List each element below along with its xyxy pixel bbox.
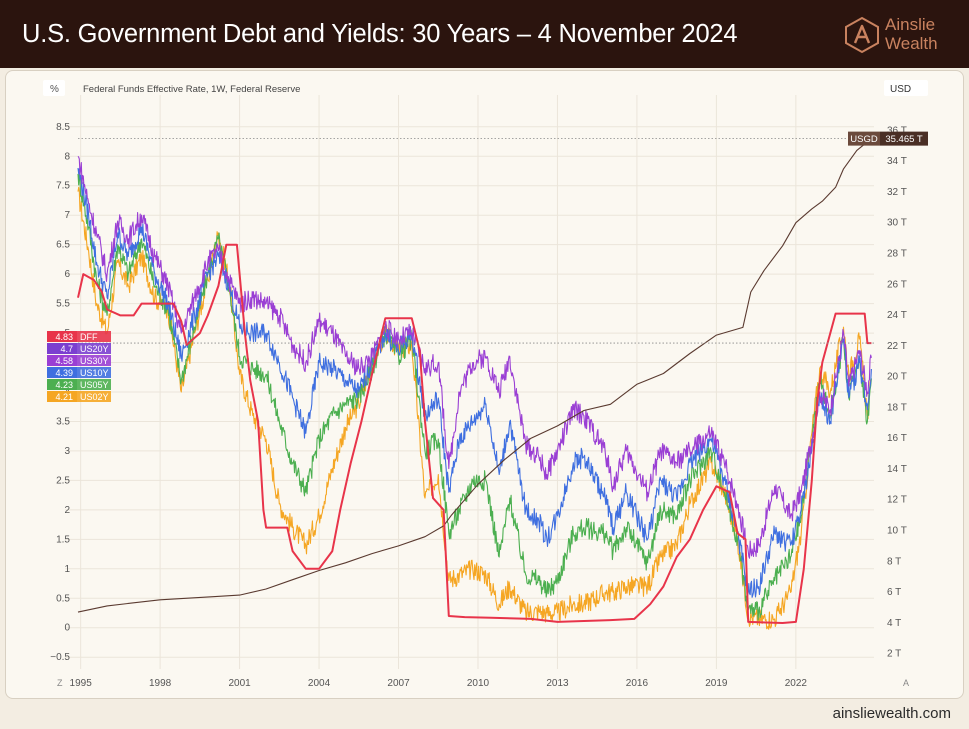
right-tick-label: 26 T [887,279,907,290]
series-line-us02y [77,186,872,630]
last-value-bg [47,355,77,366]
usgd-tag-name-bg [848,131,880,146]
right-tick-label: 16 T [887,433,907,444]
last-value-bg [47,391,77,402]
right-tick-label: 28 T [887,249,907,260]
last-value-label: US30Y [80,356,109,366]
x-tick-label: 2001 [228,678,251,689]
left-tick-label: 0 [64,623,70,634]
last-value-label: US20Y [80,344,109,354]
last-value-bg [47,379,77,390]
last-value-number: 4.39 [55,368,73,378]
left-tick-label: 1 [64,564,70,575]
corner-right-label: A [903,678,909,688]
right-tick-label: 2 T [887,649,901,660]
last-value-label: US10Y [80,368,109,378]
left-tick-label: 8 [64,151,70,162]
right-tick-label: 30 T [887,218,907,229]
left-tick-label: 7 [64,210,70,221]
last-value-label-bg [77,343,111,354]
last-value-number: 4.21 [55,392,73,402]
right-tick-label: 18 T [887,402,907,413]
right-tick-label: 36 T [887,125,907,136]
last-value-number: 4.58 [55,356,73,366]
right-tick-label: 20 T [887,372,907,383]
x-tick-label: 2010 [467,678,490,689]
series-line-us30y [77,155,872,559]
brand-name: Ainslie Wealth [885,15,938,53]
last-value-label-bg [77,331,111,342]
series-line-us10y [77,167,872,598]
right-axis-unit: USD [890,84,911,95]
last-value-label: US02Y [80,392,109,402]
last-value-label: US05Y [80,380,109,390]
left-tick-label: 5.5 [56,299,70,310]
ainslie-logo-icon [845,16,879,54]
header-bar: U.S. Government Debt and Yields: 30 Year… [0,0,969,68]
chart-card [5,70,964,699]
right-tick-label: 14 T [887,464,907,475]
usgd-tag-value: 35.465 T [885,134,923,145]
left-tick-label: 0.5 [56,593,70,604]
right-tick-label: 24 T [887,310,907,321]
x-tick-label: 2007 [387,678,410,689]
right-tick-label: 10 T [887,526,907,537]
x-tick-label: 2022 [785,678,808,689]
brand-line1: Ainslie [885,15,936,34]
last-value-label: DFF [80,332,98,342]
last-value-number: 4.23 [55,380,73,390]
left-tick-label: 2 [64,505,70,516]
last-value-number: 4.7 [60,344,73,354]
x-tick-label: 2004 [308,678,331,689]
x-tick-label: 2016 [626,678,649,689]
series-line-dff [77,243,872,624]
right-tick-label: 6 T [887,587,901,598]
right-tick-label: 8 T [887,556,901,567]
left-tick-label: 3.5 [56,416,70,427]
left-tick-label: 1.5 [56,534,70,545]
right-tick-label: 34 T [887,156,907,167]
left-tick-label: 7.5 [56,181,70,192]
last-value-bg [47,343,77,354]
right-tick-label: 4 T [887,618,901,629]
left-unit-box [43,80,65,96]
brand-line2: Wealth [885,34,938,53]
page-title: U.S. Government Debt and Yields: 30 Year… [22,20,738,48]
last-value-bg [47,331,77,342]
last-value-label-bg [77,367,111,378]
right-tick-label: 32 T [887,187,907,198]
last-value-label-bg [77,379,111,390]
left-axis-unit: % [50,84,59,95]
left-tick-label: 6.5 [56,240,70,251]
usgd-tag-name: USGD [850,134,878,145]
last-value-number: 4.83 [55,332,73,342]
chart-area: 1995 1998 2001 2004 2007 2010 2013 2016 2019 2022… [43,80,928,689]
left-tick-label: −0.5 [50,652,70,663]
corner-left-label: Z [57,678,63,688]
last-value-label-bg [77,355,111,366]
x-tick-label: 2019 [705,678,728,689]
right-tick-label: 22 T [887,341,907,352]
last-value-bg [47,367,77,378]
last-value-label-bg [77,391,111,402]
right-tick-label: 12 T [887,495,907,506]
left-tick-label: 6 [64,269,70,280]
x-tick-label: 1995 [70,678,93,689]
x-tick-label: 1998 [149,678,172,689]
left-tick-label: 8.5 [56,122,70,133]
right-unit-box [884,80,928,96]
x-tick-label: 2013 [546,678,569,689]
left-tick-label: 3 [64,446,70,457]
left-tick-label: 2.5 [56,475,70,486]
footer-url: ainsliewealth.com [832,705,951,722]
usgd-tag-value-bg [880,131,928,146]
chart-title: Federal Funds Effective Rate, 1W, Federa… [83,84,300,95]
series-line-usgd [77,138,872,613]
